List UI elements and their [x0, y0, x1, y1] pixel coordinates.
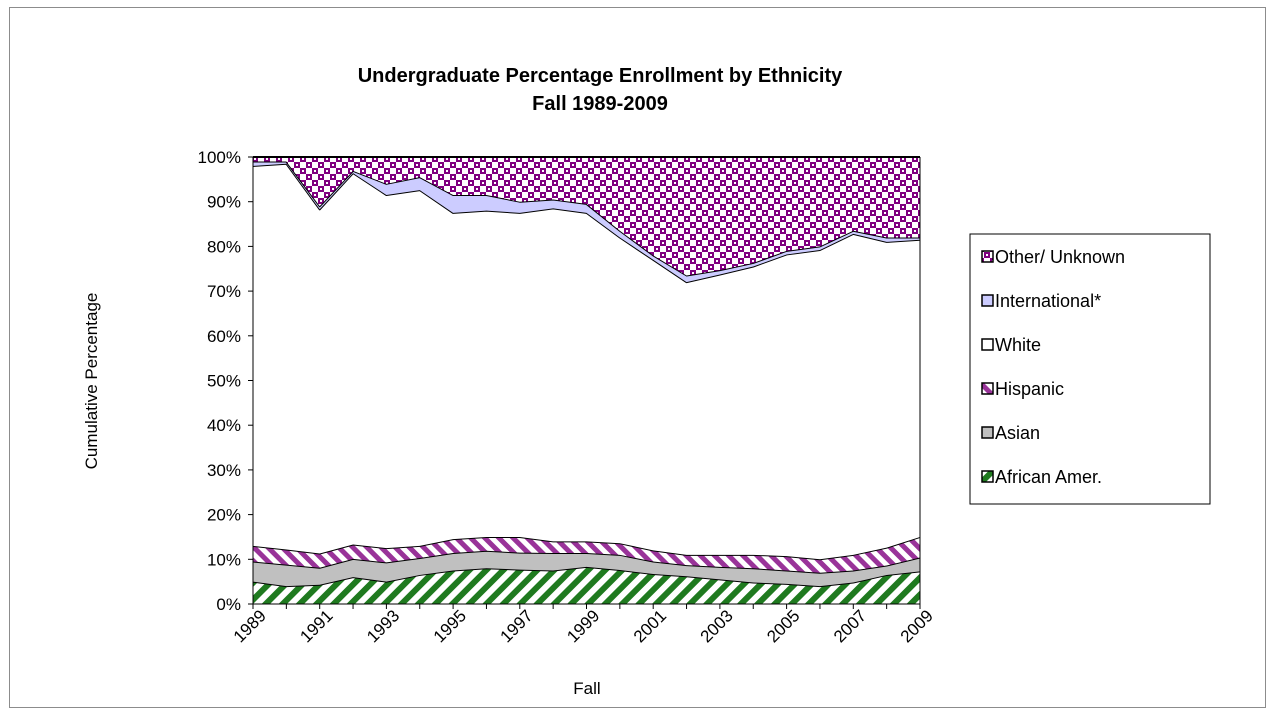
legend-swatch-international — [982, 295, 993, 306]
y-tick-label: 30% — [207, 461, 241, 480]
chart-title: Undergraduate Percentage Enrollment by E… — [358, 65, 843, 87]
legend-swatch-african-amer — [982, 471, 993, 482]
legend-box — [970, 234, 1210, 504]
x-tick-label: 1993 — [363, 606, 403, 646]
y-tick-label: 20% — [207, 506, 241, 525]
x-tick-label: 2001 — [630, 606, 670, 646]
legend-label-international: International* — [995, 291, 1101, 311]
x-tick-label: 2009 — [897, 606, 937, 646]
legend-label-other-unknown: Other/ Unknown — [995, 247, 1125, 267]
y-axis-label: Cumulative Percentage — [82, 293, 101, 470]
areas-layer — [253, 157, 920, 604]
x-tick-label: 2007 — [830, 606, 870, 646]
legend-swatch-hispanic — [982, 383, 993, 394]
legend-swatch-white — [982, 339, 993, 350]
y-tick-label: 100% — [198, 148, 241, 167]
legend-swatch-asian — [982, 427, 993, 438]
x-tick-label: 2003 — [697, 606, 737, 646]
y-tick-label: 70% — [207, 282, 241, 301]
legend: Other/ Unknown International* White Hispani… — [970, 234, 1210, 504]
y-tick-label: 60% — [207, 327, 241, 346]
chart-subtitle: Fall 1989-2009 — [532, 93, 668, 115]
y-tick-label: 50% — [207, 372, 241, 391]
x-tick-label: 1991 — [296, 606, 336, 646]
y-tick-label: 80% — [207, 237, 241, 256]
x-tick-label: 1995 — [430, 606, 470, 646]
legend-label-asian: Asian — [995, 423, 1040, 443]
x-tick-labels: 1989 1991 1993 1995 1997 1999 2001 2003 2005 2007… — [230, 606, 937, 646]
y-tick-labels: 0% 10% 20% 30% 40% 50% 60% 70% 80% 90% 100% — [198, 148, 241, 614]
legend-label-african-amer: African Amer. — [995, 467, 1102, 487]
legend-swatch-other-unknown — [982, 251, 993, 262]
y-tick-label: 10% — [207, 550, 241, 569]
legend-label-hispanic: Hispanic — [995, 379, 1064, 399]
y-tick-label: 0% — [216, 595, 241, 614]
x-tick-label: 2005 — [763, 606, 803, 646]
y-tick-label: 40% — [207, 416, 241, 435]
legend-label-white: White — [995, 335, 1041, 355]
y-tick-label: 90% — [207, 193, 241, 212]
x-axis-label: Fall — [573, 679, 600, 698]
x-tick-label: 1997 — [497, 606, 537, 646]
x-tick-label: 1999 — [563, 606, 603, 646]
